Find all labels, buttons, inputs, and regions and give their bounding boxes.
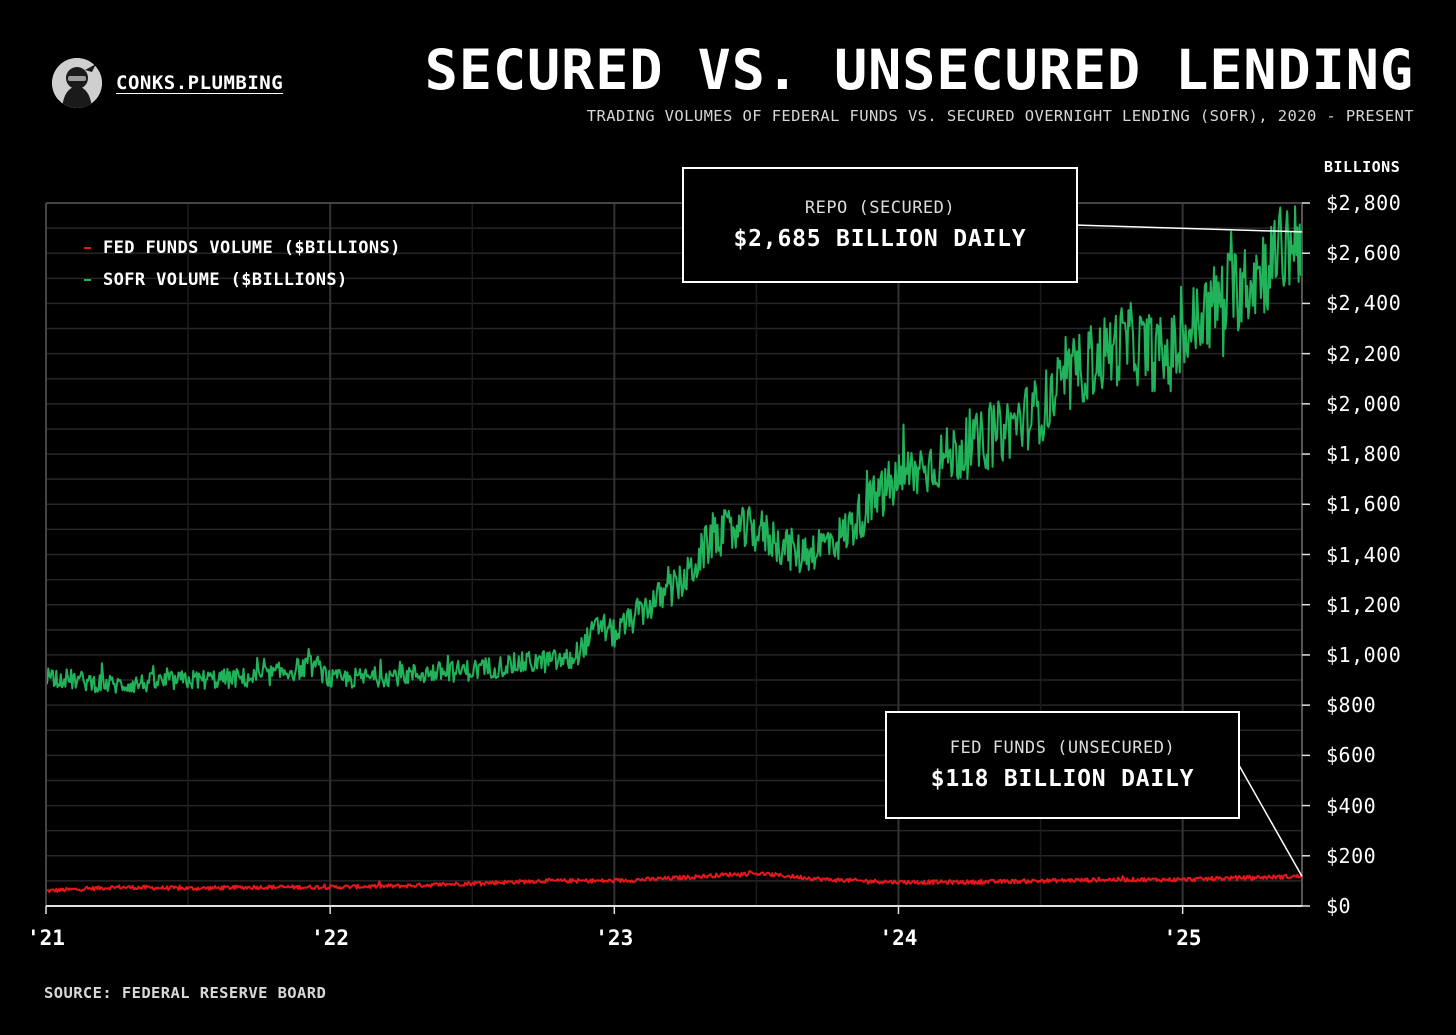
source-note: SOURCE: FEDERAL RESERVE BOARD bbox=[44, 984, 327, 1002]
y-tick-label: $1,000 bbox=[1326, 642, 1402, 667]
callout-label: FED FUNDS (UNSECURED) bbox=[949, 738, 1176, 758]
legend: FED FUNDS VOLUME ($BILLIONS) SOFR VOLUME… bbox=[84, 232, 401, 296]
y-tick-label: $2,400 bbox=[1326, 291, 1402, 316]
series-line-1 bbox=[45, 205, 1303, 694]
legend-item-fed-funds: FED FUNDS VOLUME ($BILLIONS) bbox=[84, 232, 401, 264]
chart-series bbox=[45, 205, 1303, 894]
series-line-0 bbox=[46, 870, 1303, 894]
y-tick-label: $1,600 bbox=[1326, 492, 1402, 517]
y-tick-label: $600 bbox=[1326, 743, 1377, 768]
chart-subtitle: TRADING VOLUMES OF FEDERAL FUNDS VS. SEC… bbox=[586, 107, 1414, 125]
x-tick-label: '25 bbox=[1163, 926, 1202, 950]
legend-label: SOFR VOLUME ($BILLIONS) bbox=[103, 270, 348, 290]
ninja-avatar-icon bbox=[52, 58, 102, 108]
brand: CONKS.PLUMBING bbox=[52, 58, 283, 108]
y-tick-label: $2,600 bbox=[1326, 241, 1402, 266]
y-tick-label: $2,200 bbox=[1326, 341, 1402, 366]
x-tick-label: '21 bbox=[26, 926, 65, 950]
legend-label: FED FUNDS VOLUME ($BILLIONS) bbox=[103, 238, 401, 258]
y-tick-label: $2,000 bbox=[1326, 391, 1402, 416]
callout-label: REPO (SECURED) bbox=[804, 198, 956, 218]
y-tick-label: $1,800 bbox=[1326, 442, 1402, 467]
brand-link[interactable]: CONKS.PLUMBING bbox=[116, 72, 284, 94]
y-tick-label: $400 bbox=[1326, 793, 1377, 818]
x-tick-label: '24 bbox=[879, 926, 918, 950]
y-tick-label: $1,200 bbox=[1326, 592, 1402, 617]
callout-value: $118 BILLION DAILY bbox=[930, 766, 1195, 792]
callout-leaders bbox=[1073, 224, 1303, 877]
callout-leader-fed-funds bbox=[1235, 759, 1303, 877]
x-tick-label: '22 bbox=[311, 926, 350, 950]
y-axis-unit-label: BILLIONS bbox=[1324, 158, 1401, 176]
x-tick-label: '23 bbox=[595, 926, 634, 950]
chart-title: SECURED VS. UNSECURED LENDING bbox=[424, 38, 1414, 102]
fed-funds-callout: FED FUNDS (UNSECURED) $118 BILLION DAILY bbox=[885, 711, 1240, 819]
legend-item-sofr: SOFR VOLUME ($BILLIONS) bbox=[84, 264, 401, 296]
legend-swatch-red bbox=[84, 247, 91, 249]
repo-callout: REPO (SECURED) $2,685 BILLION DAILY bbox=[682, 167, 1078, 283]
legend-swatch-green bbox=[84, 279, 91, 281]
y-tick-label: $2,800 bbox=[1326, 191, 1402, 215]
y-tick-label: $200 bbox=[1326, 843, 1377, 868]
y-tick-label: $800 bbox=[1326, 693, 1377, 718]
y-tick-label: $0 bbox=[1326, 894, 1352, 918]
y-tick-label: $1,400 bbox=[1326, 542, 1402, 567]
chart-frame bbox=[45, 202, 1310, 914]
callout-leader-repo bbox=[1073, 224, 1303, 233]
callout-value: $2,685 BILLION DAILY bbox=[733, 226, 1027, 252]
